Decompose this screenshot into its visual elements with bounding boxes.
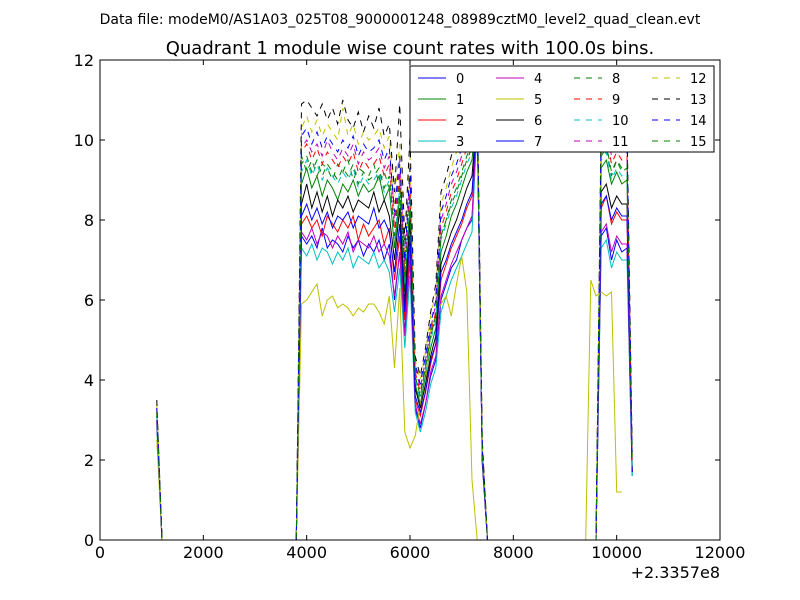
y-tick-label: 2: [84, 451, 94, 470]
legend-frame: [409, 65, 715, 153]
series-line-13: [156, 86, 633, 540]
x-tick-label: 8000: [493, 543, 534, 562]
x-tick-label: 2000: [183, 543, 224, 562]
y-tick-label: 4: [84, 371, 94, 390]
legend-label: 7: [534, 135, 542, 150]
legend-label: 14: [690, 114, 707, 129]
series-line-12: [156, 91, 633, 540]
y-tick-label: 6: [84, 291, 94, 310]
series-line-9: [156, 99, 633, 540]
x-tick-label: 10000: [591, 543, 642, 562]
series-line-8: [156, 103, 633, 540]
legend-label: 4: [534, 72, 542, 87]
series-line-6: [156, 111, 633, 540]
plot-lines: [156, 86, 633, 540]
series-line-10: [156, 107, 633, 540]
legend-label: 2: [456, 114, 464, 129]
legend-label: 8: [612, 72, 620, 87]
series-line-5: [156, 255, 622, 540]
legend-label: 5: [534, 93, 542, 108]
x-tick-label: 6000: [390, 543, 431, 562]
x-tick-label: 12000: [695, 543, 746, 562]
legend-label: 3: [456, 135, 464, 150]
series-line-11: [156, 95, 633, 540]
x-tick-label: 0: [95, 543, 105, 562]
figure-suptitle: Data file: modeM0/AS1A03_025T08_90000012…: [100, 12, 701, 28]
y-tick-label: 10: [74, 131, 94, 150]
series-line-0: [156, 115, 633, 540]
series-line-7: [156, 115, 633, 540]
legend-label: 10: [612, 114, 629, 129]
y-tick-label: 8: [84, 211, 94, 230]
series-line-3: [156, 123, 633, 540]
legend-label: 0: [456, 72, 464, 87]
y-tick-label: 12: [74, 51, 94, 70]
legend-label: 12: [690, 72, 707, 87]
legend-label: 6: [534, 114, 542, 129]
legend-label: 15: [690, 135, 707, 150]
legend-label: 9: [612, 93, 620, 108]
x-offset-label: +2.3357e8: [631, 563, 720, 582]
chart-title: Quadrant 1 module wise count rates with …: [166, 38, 655, 59]
series-line-2: [156, 111, 633, 540]
series-line-15: [156, 107, 633, 540]
legend-label: 11: [612, 135, 629, 150]
x-tick-label: 4000: [286, 543, 327, 562]
y-tick-label: 0: [84, 531, 94, 550]
legend-label: 13: [690, 93, 707, 108]
series-line-14: [156, 99, 633, 540]
legend-label: 1: [456, 93, 464, 108]
series-line-4: [156, 119, 633, 540]
series-line-1: [156, 103, 633, 540]
